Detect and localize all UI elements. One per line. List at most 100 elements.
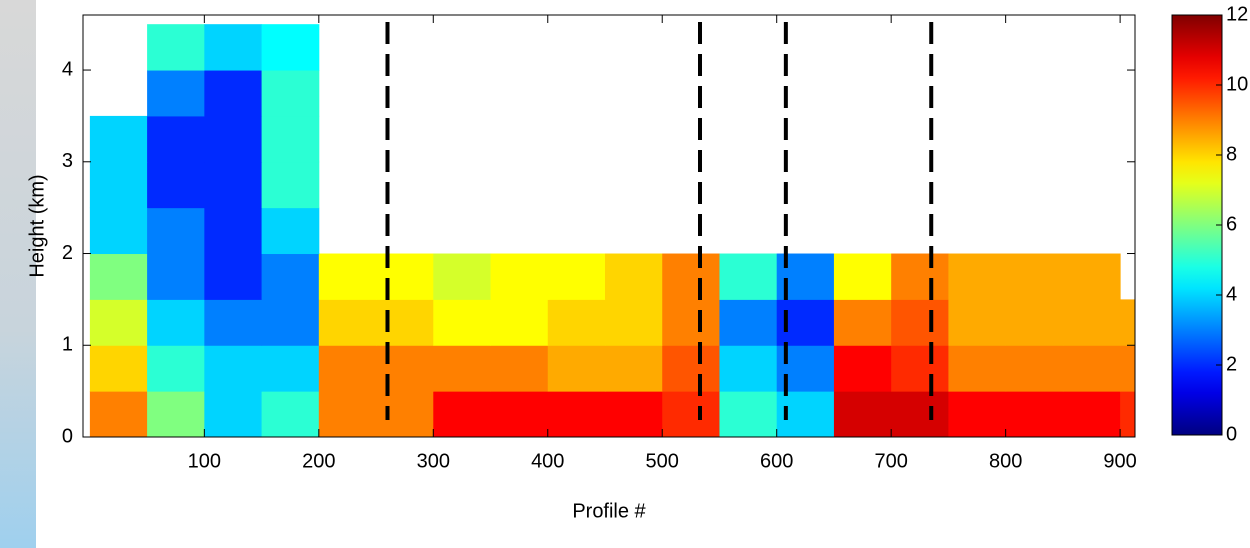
heatmap-cell — [376, 391, 434, 438]
heatmap-cell — [719, 345, 778, 392]
heatmap-cell — [604, 391, 663, 438]
x-axis-label: Profile # — [572, 500, 646, 522]
heatmap-cell — [833, 345, 892, 392]
heatmap-cell — [261, 115, 320, 163]
heatmap-cell — [204, 115, 263, 163]
heatmap-cell — [490, 299, 549, 346]
heatmap-cell — [490, 253, 549, 300]
heatmap-cell — [1120, 345, 1136, 392]
heatmap-cell — [547, 253, 606, 300]
heatmap-cell — [318, 299, 377, 346]
heatmap-cell — [261, 207, 320, 255]
heatmap-cell — [204, 391, 263, 438]
heatmap-cell — [719, 253, 778, 300]
x-tick-label: 100 — [188, 450, 221, 472]
heatmap-cell — [1005, 253, 1064, 300]
heatmap-cell — [204, 207, 263, 255]
heatmap-cell — [1120, 299, 1136, 346]
colorbar-tick-label: 4 — [1226, 283, 1237, 305]
x-tick-label: 300 — [417, 450, 450, 472]
heatmap-cell — [1005, 345, 1064, 392]
heatmap-cell — [891, 299, 949, 346]
heatmap-cell — [147, 161, 205, 209]
x-tick-label: 500 — [646, 450, 679, 472]
colorbar-tick-label: 12 — [1226, 3, 1248, 25]
heatmap-cell — [147, 299, 205, 346]
x-tick-label: 200 — [302, 450, 335, 472]
heatmap-cell — [147, 253, 205, 300]
heatmap-cell — [147, 207, 205, 255]
heatmap-cell — [261, 70, 320, 117]
heatmap-cell — [318, 345, 377, 392]
heatmap-cell — [604, 253, 663, 300]
heatmap-cell — [261, 161, 320, 209]
heatmap-cell — [204, 161, 263, 209]
heatmap-cell — [891, 345, 949, 392]
heatmap-cell — [147, 24, 205, 71]
plot-frame — [82, 14, 1136, 438]
heatmap-cell — [948, 345, 1007, 392]
heatmap-cell — [833, 253, 892, 300]
heatmap-cell — [318, 253, 377, 300]
heatmap-cell — [204, 24, 263, 71]
heatmap-cell — [948, 253, 1007, 300]
x-tick-label: 800 — [989, 450, 1022, 472]
heatmap-cell — [147, 70, 205, 117]
heatmap-cell — [719, 391, 778, 438]
heatmap-cell — [833, 299, 892, 346]
x-tick-label: 400 — [531, 450, 564, 472]
heatmap-cell — [662, 345, 720, 392]
heatmap-cell — [719, 299, 778, 346]
heatmap-cell — [490, 391, 549, 438]
heatmap-cell — [833, 391, 892, 438]
heatmap-cell — [1062, 299, 1121, 346]
heatmap-cell — [89, 299, 148, 346]
heatmap-cell — [376, 345, 434, 392]
heatmap-cell — [1062, 345, 1121, 392]
heatmap-cell — [261, 345, 320, 392]
heatmap-cell — [662, 391, 720, 438]
heatmap-cell — [604, 299, 663, 346]
colorbar-tick-label: 2 — [1226, 353, 1237, 375]
y-tick-label: 4 — [62, 58, 73, 80]
heatmap-cell — [547, 391, 606, 438]
heatmap-cell — [204, 253, 263, 300]
heatmap-cell — [204, 345, 263, 392]
x-tick-label: 900 — [1103, 450, 1136, 472]
heatmap-cell — [1005, 391, 1064, 438]
heatmap-cell — [147, 345, 205, 392]
heatmap-cell — [89, 161, 148, 209]
heatmap-cell — [147, 391, 205, 438]
heatmap-cell — [547, 345, 606, 392]
heatmap-cell — [1005, 299, 1064, 346]
heatmap-cell — [261, 24, 320, 71]
heatmap-cell — [376, 253, 434, 300]
y-tick-label: 2 — [62, 242, 73, 264]
heatmap-cell — [89, 345, 148, 392]
adjacent-panel — [0, 0, 36, 548]
heatmap-cell — [433, 253, 492, 300]
heatmap-cell — [433, 345, 492, 392]
heatmap-cell — [891, 253, 949, 300]
heatmap-cell — [547, 299, 606, 346]
heatmap-cell — [261, 391, 320, 438]
colorbar-tick-label: 8 — [1226, 143, 1237, 165]
y-tick-label: 1 — [62, 334, 73, 356]
colorbar-tick-label: 6 — [1226, 213, 1237, 235]
heatmap-cell — [948, 391, 1007, 438]
heatmap-cell — [490, 345, 549, 392]
heatmap-cell — [604, 345, 663, 392]
colorbar — [1171, 14, 1223, 436]
y-tick-label: 3 — [62, 150, 73, 172]
heatmap-cell — [89, 253, 148, 300]
heatmap-cell — [261, 299, 320, 346]
heatmap-cell — [89, 115, 148, 163]
heatmap-cell — [662, 299, 720, 346]
heatmap-cell — [1120, 391, 1136, 438]
heatmap-cell — [261, 253, 320, 300]
heatmap-cell — [89, 391, 148, 438]
y-tick-label: 0 — [62, 425, 73, 447]
heatmap-cell — [318, 391, 377, 438]
heatmap-cell — [1062, 391, 1121, 438]
